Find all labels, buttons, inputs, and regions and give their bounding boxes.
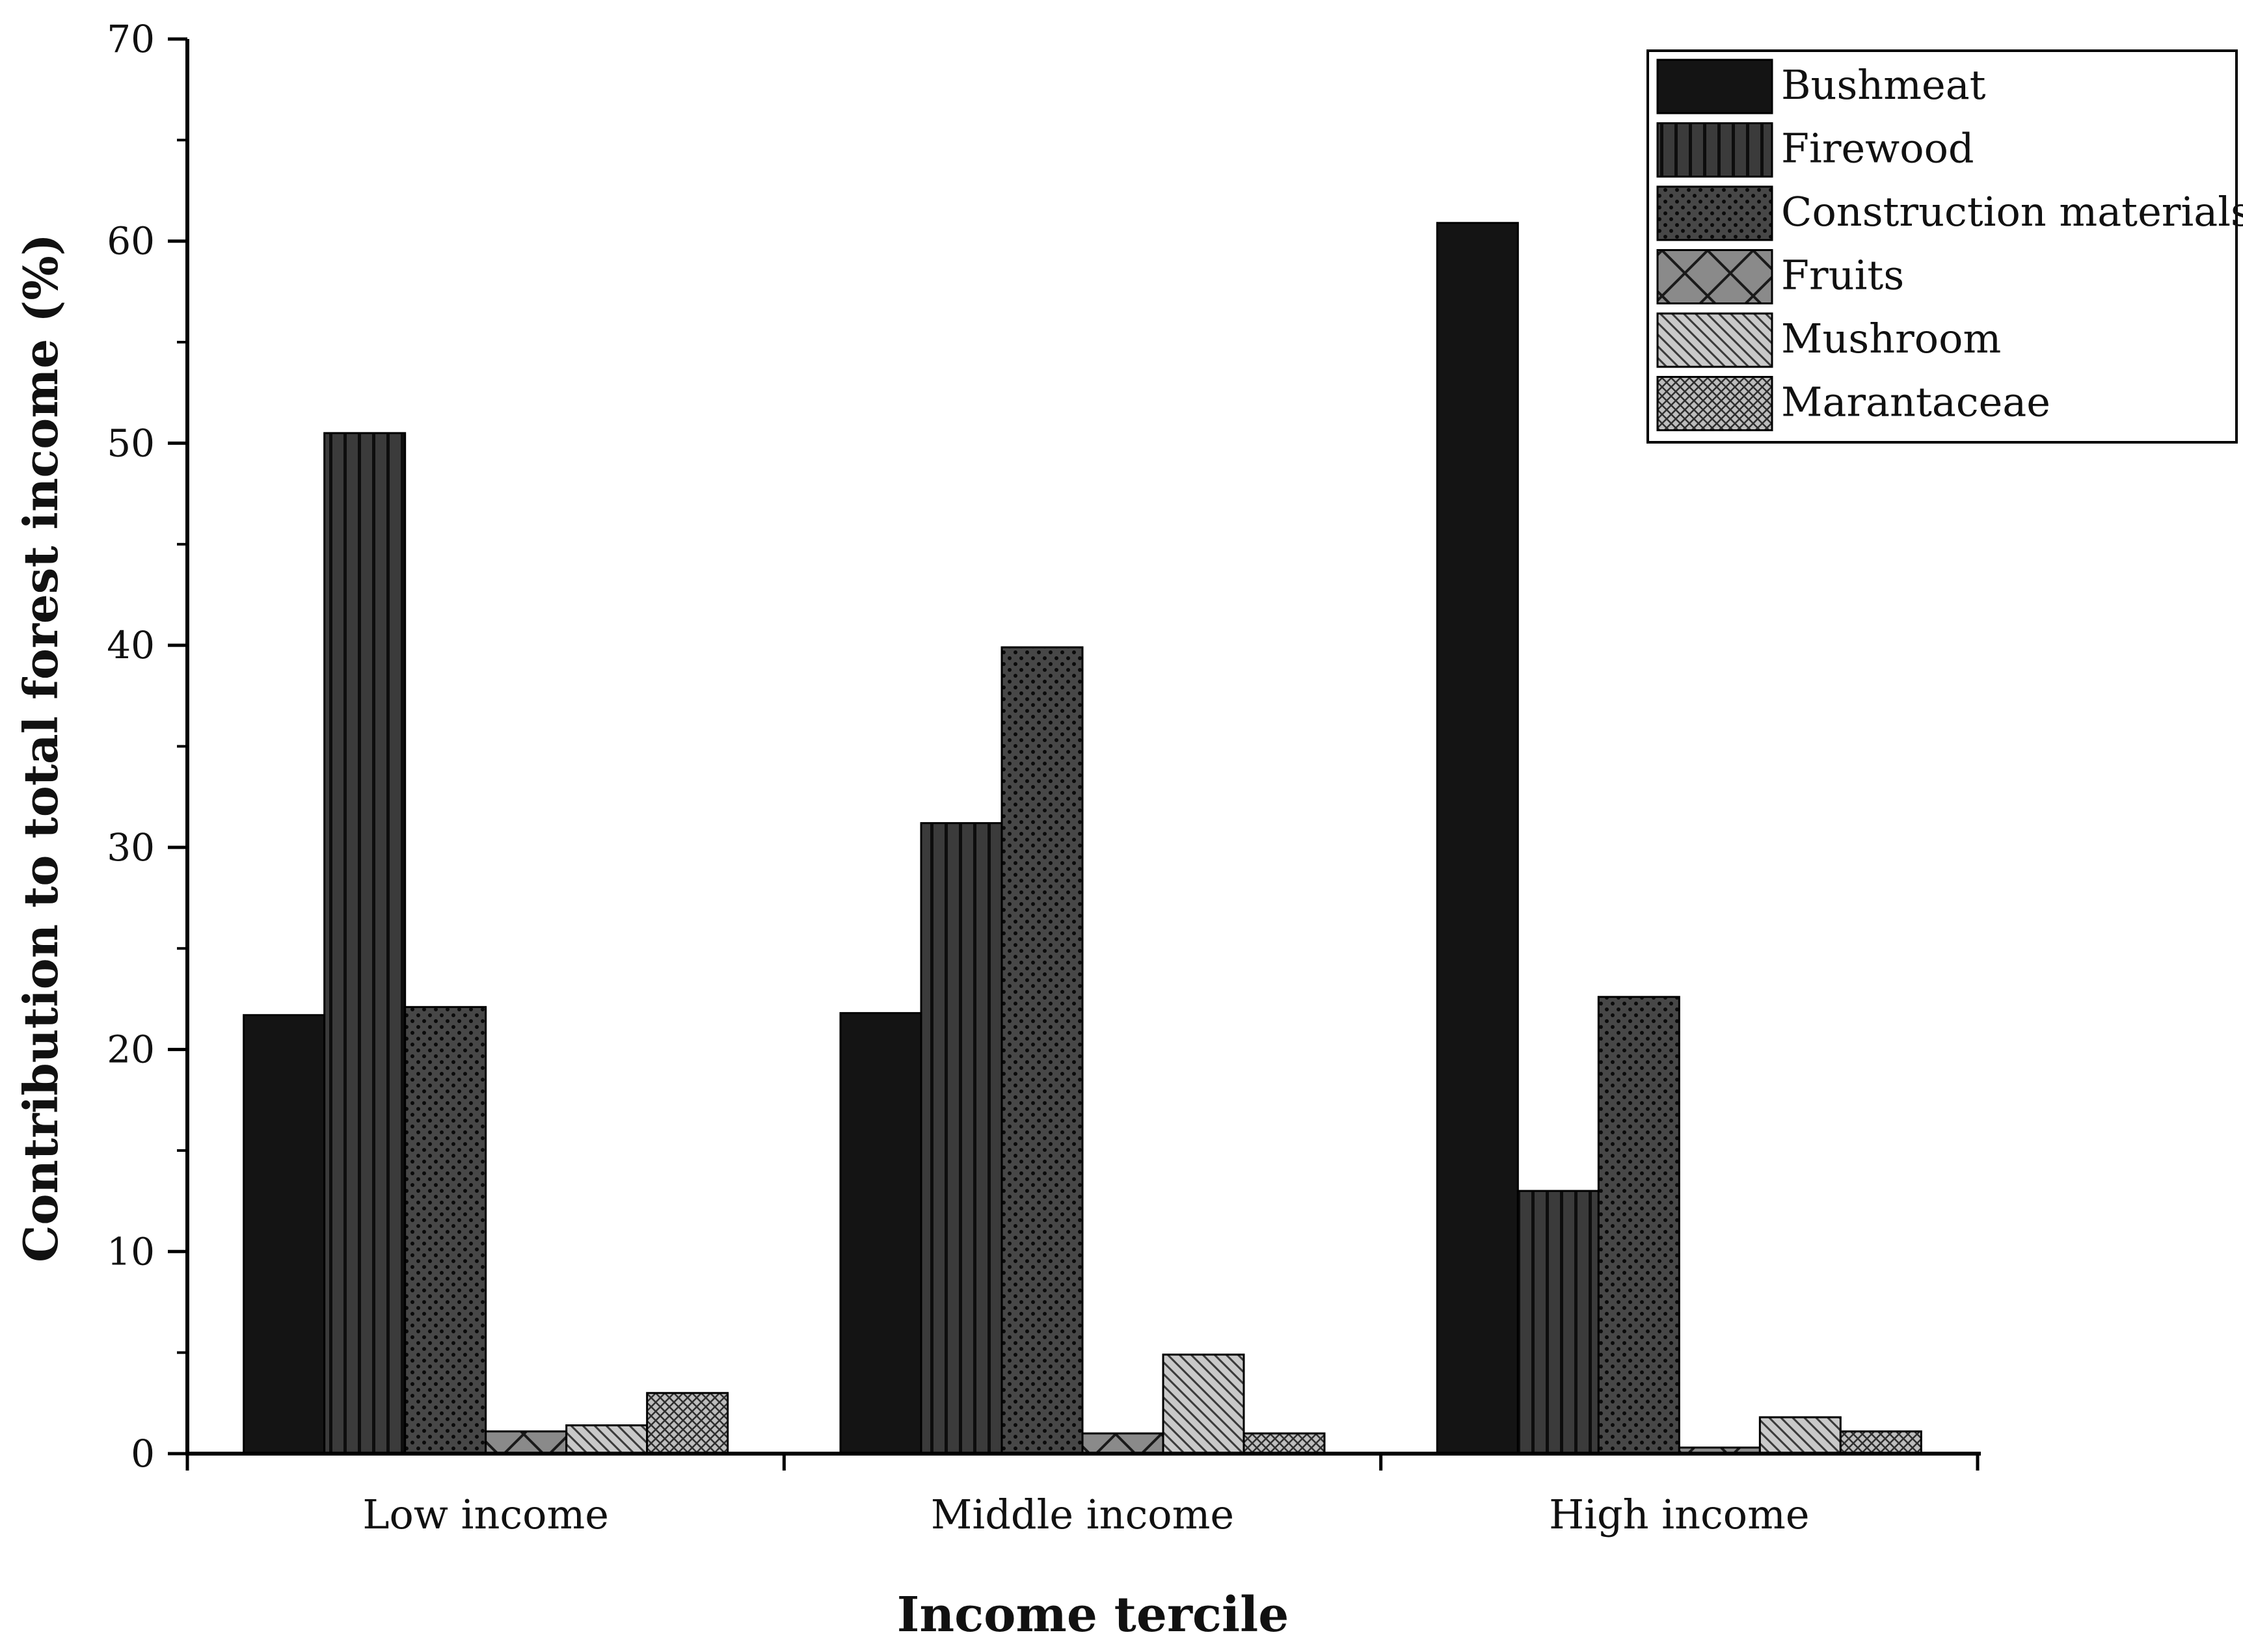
bars [243,222,1922,1455]
legend-swatch-mushroom [1656,312,1773,368]
legend-label-mushroom: Mushroom [1781,315,2001,362]
bar-bushmeat-middle-income [839,1012,922,1455]
legend-label-firewood: Firewood [1781,125,1974,172]
bar-construction-materials-middle-income [1001,646,1084,1455]
bar-marantaceae-high-income [1839,1430,1922,1455]
x-tick-label: Low income [362,1491,609,1538]
bar-firewood-low-income [323,432,407,1455]
bar-firewood-middle-income [920,822,1003,1455]
bar-bushmeat-low-income [243,1014,326,1455]
bar-construction-materials-low-income [404,1006,487,1455]
y-tick-label: 30 [107,825,155,870]
legend-label-fruits: Fruits [1781,252,1904,299]
bar-fruits-low-income [485,1430,568,1455]
x-tick-label: High income [1549,1491,1810,1538]
legend-swatch-firewood [1656,122,1773,178]
y-tick-label: 70 [107,17,155,61]
bar-marantaceae-middle-income [1242,1432,1326,1455]
bar-fruits-middle-income [1081,1432,1164,1455]
bar-bushmeat-high-income [1436,222,1519,1455]
legend-label-marantaceae: Marantaceae [1781,379,2050,426]
y-ticks: 0 10 20 30 40 50 60 70 [107,17,187,1476]
bar-mushroom-high-income [1758,1416,1842,1455]
legend-label-bushmeat: Bushmeat [1781,61,1986,109]
legend-swatch-fruits [1656,249,1773,304]
y-tick-label: 60 [107,219,155,263]
y-tick-label: 0 [131,1432,155,1476]
bar-marantaceae-low-income [646,1392,729,1455]
x-tick-label: Middle income [931,1491,1234,1538]
x-ticks: Low income Middle income High income [185,1454,1980,1538]
bar-mushroom-middle-income [1162,1353,1245,1455]
bar-firewood-high-income [1516,1190,1600,1455]
legend-label-construction-materials: Construction materials [1781,188,2243,235]
legend-swatch-bushmeat [1656,59,1773,114]
legend: Bushmeat Firewood Construction materials Fr… [1646,49,2243,444]
y-tick-label: 50 [107,421,155,465]
y-tick-label: 40 [107,623,155,667]
y-axis-label: Contribution to total forest income (%) [13,233,68,1262]
legend-swatch-marantaceae [1656,376,1773,431]
bar-mushroom-low-income [565,1424,649,1455]
x-axis-label: Income tercile [897,1587,1289,1643]
y-tick-label: 10 [107,1229,155,1273]
y-tick-label: 20 [107,1028,155,1072]
legend-swatch-construction-materials [1656,185,1773,241]
bar-construction-materials-high-income [1597,996,1680,1455]
